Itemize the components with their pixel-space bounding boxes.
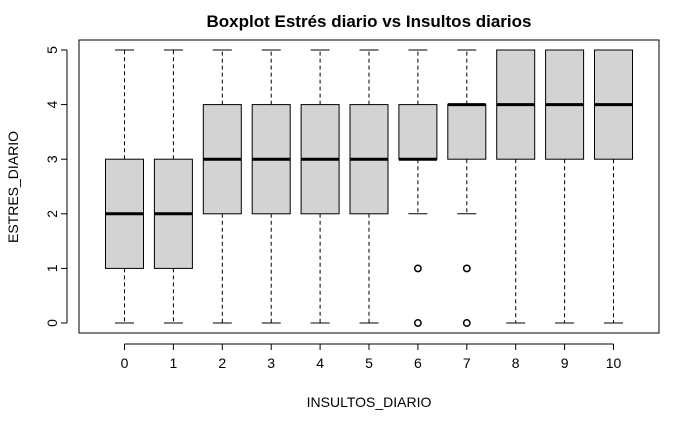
x-axis-label: INSULTOS_DIARIO [307, 394, 432, 410]
box-group-4 [300, 49, 340, 324]
outlier-point [413, 319, 422, 327]
y-tick-label: 5 [44, 46, 60, 54]
x-tick-label: 0 [121, 355, 129, 371]
box-group-7 [447, 49, 487, 327]
y-tick-label: 2 [44, 210, 60, 218]
x-tick-label: 3 [267, 355, 275, 371]
plot-area [105, 49, 633, 327]
outlier-point [462, 264, 471, 273]
x-axis: 0 1 2 3 4 5 6 7 8 9 10 [121, 343, 622, 371]
box-group-9 [545, 49, 585, 324]
box-group-1 [153, 49, 193, 324]
y-axis-label: ESTRES_DIARIO [5, 131, 21, 243]
outlier-point [462, 319, 471, 327]
x-tick-label: 10 [606, 355, 622, 371]
box-iqr [398, 104, 438, 160]
x-tick-label: 6 [414, 355, 422, 371]
box-group-3 [251, 49, 291, 324]
x-tick-label: 2 [218, 355, 226, 371]
x-tick-label: 9 [561, 355, 569, 371]
box-group-2 [202, 49, 242, 324]
outlier-point [413, 264, 422, 273]
x-tick-label: 7 [463, 355, 471, 371]
box-group-6 [398, 49, 438, 327]
y-tick-label: 1 [44, 264, 60, 272]
box-group-5 [349, 49, 389, 324]
box-iqr [447, 104, 487, 160]
y-tick-label: 0 [44, 319, 60, 327]
box-group-8 [496, 49, 536, 324]
plot-frame [78, 39, 660, 334]
y-tick-label: 4 [44, 100, 60, 108]
y-axis: 0 1 2 3 4 5 [44, 46, 68, 327]
y-tick-label: 3 [44, 155, 60, 163]
x-tick-label: 8 [512, 355, 520, 371]
x-tick-label: 5 [365, 355, 373, 371]
x-tick-label: 4 [316, 355, 324, 371]
box-group-10 [594, 49, 633, 324]
chart-title: Boxplot Estrés diario vs Insultos diario… [207, 12, 532, 31]
box-group-0 [105, 49, 144, 324]
x-tick-label: 1 [170, 355, 178, 371]
